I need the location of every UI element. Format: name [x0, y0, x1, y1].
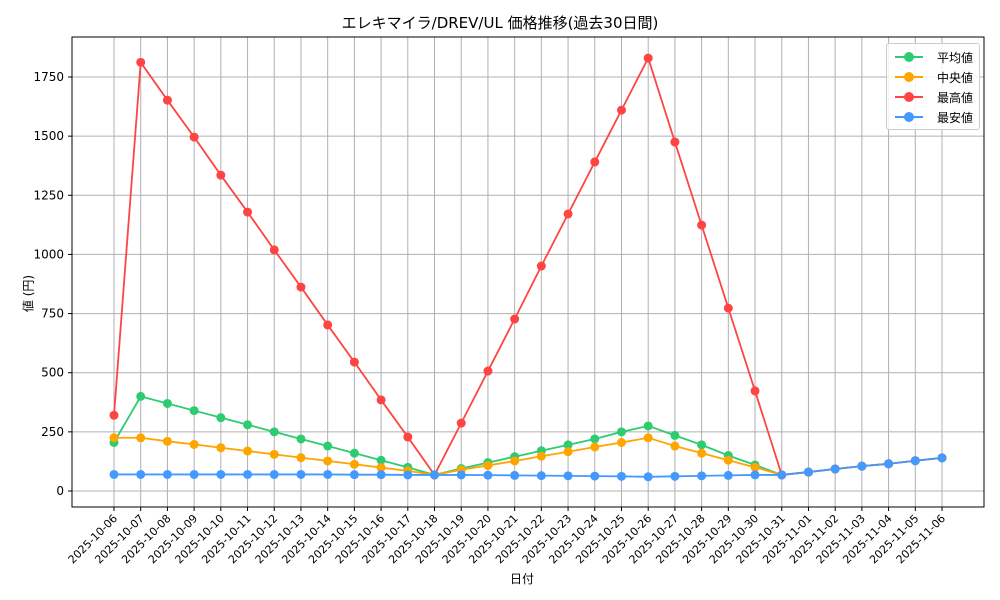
svg-text:1750: 1750: [33, 70, 64, 84]
legend-item-average: 平均値: [893, 48, 977, 66]
svg-text:500: 500: [41, 366, 64, 380]
svg-text:750: 750: [41, 307, 64, 321]
legend-item-max: 最高値: [893, 88, 977, 106]
svg-text:250: 250: [41, 425, 64, 439]
svg-text:1250: 1250: [33, 188, 64, 202]
legend-label: 最安値: [937, 111, 974, 125]
x-axis-label: 日付: [510, 572, 535, 586]
svg-text:1000: 1000: [33, 247, 64, 261]
legend-item-min: 最安値: [893, 108, 977, 126]
svg-text:0: 0: [56, 484, 64, 498]
legend-marker-icon: [904, 72, 914, 82]
legend-marker-icon: [904, 92, 914, 102]
legend-label: 中央値: [937, 71, 974, 85]
legend-label: 最高値: [937, 91, 974, 105]
legend-item-median: 中央値: [893, 68, 977, 86]
legend-label: 平均値: [937, 51, 974, 65]
svg-text:1500: 1500: [33, 129, 64, 143]
legend: 平均値 中央値 最高値 最安値: [886, 43, 980, 130]
chart-title: エレキマイラ/DREV/UL 価格推移(過去30日間): [341, 14, 659, 32]
legend-marker-icon: [904, 112, 914, 122]
legend-marker-icon: [904, 52, 914, 62]
